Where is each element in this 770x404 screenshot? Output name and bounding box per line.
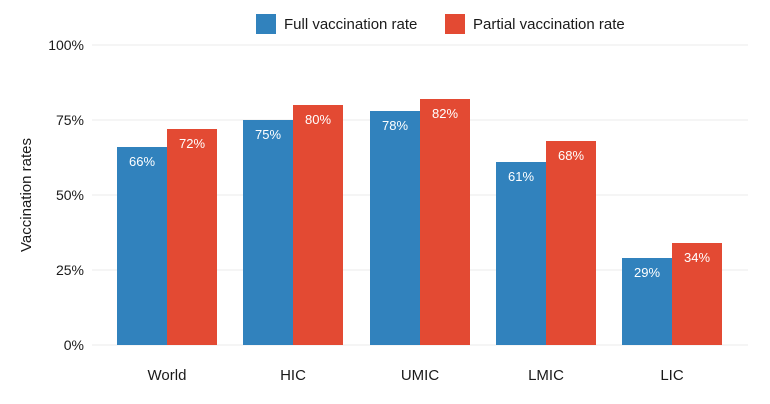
bar-partial-hic <box>293 105 343 345</box>
y-tick-label: 25% <box>56 262 84 278</box>
x-category-label: HIC <box>280 367 306 384</box>
bar-full-lic <box>622 258 672 345</box>
x-category-label: UMIC <box>401 367 439 384</box>
x-axis-categories: World HIC UMIC LMIC LIC <box>148 367 684 384</box>
data-label-full-world: 66% <box>129 154 155 169</box>
y-tick-label: 100% <box>48 37 84 53</box>
bar-full-lmic <box>496 162 546 345</box>
data-label-partial-lmic: 68% <box>558 148 584 163</box>
data-label-full-lmic: 61% <box>508 169 534 184</box>
data-label-full-hic: 75% <box>255 127 281 142</box>
y-axis-ticks: 0% 25% 50% 75% 100% <box>48 37 84 353</box>
bar-partial-lmic <box>546 141 596 345</box>
y-axis-title: Vaccination rates <box>18 138 35 252</box>
y-tick-label: 50% <box>56 187 84 203</box>
x-category-label: LMIC <box>528 367 564 384</box>
data-label-partial-hic: 80% <box>305 112 331 127</box>
y-tick-label: 0% <box>64 337 84 353</box>
bar-full-world <box>117 147 167 345</box>
legend-swatch-partial <box>445 14 465 34</box>
data-label-full-umic: 78% <box>382 118 408 133</box>
chart-legend: Full vaccination rate Partial vaccinatio… <box>256 14 625 34</box>
bar-partial-world <box>167 129 217 345</box>
bar-full-hic <box>243 120 293 345</box>
chart-bars <box>117 99 722 345</box>
x-category-label: World <box>148 367 187 384</box>
chart-data-labels: 66% 72% 75% 80% 78% 82% 61% 68% 29% 34% <box>129 106 710 280</box>
legend-swatch-full <box>256 14 276 34</box>
legend-label-full: Full vaccination rate <box>284 16 417 33</box>
bar-full-umic <box>370 111 420 345</box>
bar-partial-umic <box>420 99 470 345</box>
y-tick-label: 75% <box>56 112 84 128</box>
legend-label-partial: Partial vaccination rate <box>473 16 625 33</box>
data-label-partial-umic: 82% <box>432 106 458 121</box>
bar-partial-lic <box>672 243 722 345</box>
data-label-partial-lic: 34% <box>684 250 710 265</box>
data-label-full-lic: 29% <box>634 265 660 280</box>
data-label-partial-world: 72% <box>179 136 205 151</box>
x-category-label: LIC <box>660 367 684 384</box>
